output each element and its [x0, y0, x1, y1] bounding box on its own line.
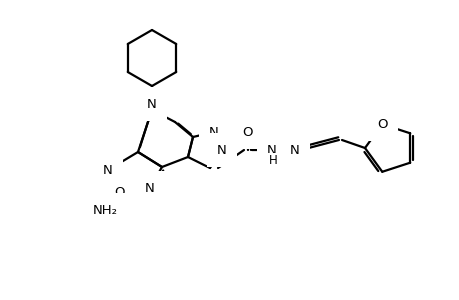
- Text: N: N: [145, 182, 155, 194]
- Text: NH₂: NH₂: [92, 203, 117, 217]
- Text: N: N: [217, 143, 226, 157]
- Text: N: N: [147, 98, 157, 110]
- Text: N: N: [103, 164, 112, 176]
- Text: O: O: [376, 118, 386, 131]
- Text: H: H: [268, 154, 277, 166]
- Text: N: N: [267, 143, 276, 157]
- Text: N: N: [209, 125, 218, 139]
- Text: O: O: [242, 125, 253, 139]
- Text: N: N: [290, 143, 299, 157]
- Text: O: O: [114, 187, 125, 200]
